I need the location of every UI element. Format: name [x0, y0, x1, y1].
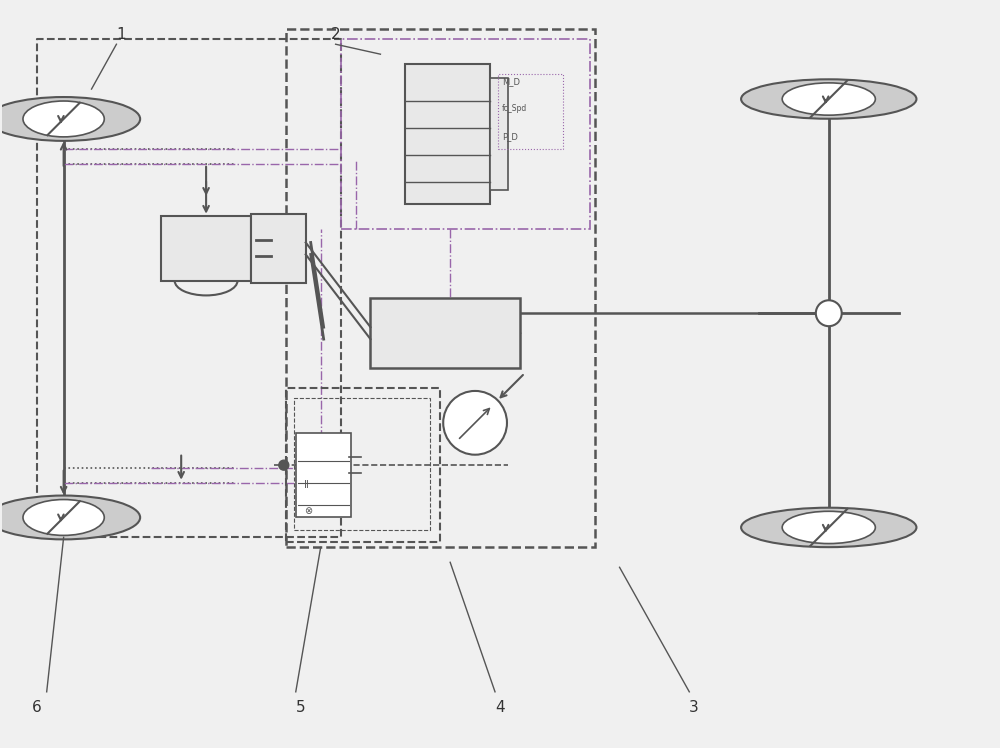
- Text: fc_Spd: fc_Spd: [502, 104, 527, 113]
- Ellipse shape: [23, 101, 104, 137]
- Text: ⊗: ⊗: [304, 506, 312, 516]
- Text: 2: 2: [331, 27, 340, 42]
- Circle shape: [816, 300, 842, 326]
- Bar: [498, 74, 563, 149]
- Ellipse shape: [782, 83, 875, 115]
- Circle shape: [279, 460, 289, 470]
- Ellipse shape: [782, 512, 875, 544]
- Ellipse shape: [23, 500, 104, 536]
- Text: M_D: M_D: [502, 77, 520, 86]
- Bar: [341, 39, 590, 229]
- Text: 3: 3: [689, 699, 699, 715]
- Ellipse shape: [0, 97, 140, 141]
- Text: 5: 5: [296, 699, 305, 715]
- Bar: [161, 216, 251, 280]
- Circle shape: [443, 391, 507, 455]
- Text: Ⅱ: Ⅱ: [304, 479, 309, 490]
- Ellipse shape: [741, 508, 916, 547]
- Bar: [286, 388, 440, 542]
- Bar: [286, 29, 595, 548]
- Bar: [296, 433, 351, 518]
- Text: 1: 1: [116, 27, 126, 42]
- Ellipse shape: [0, 495, 140, 539]
- Bar: [294, 398, 430, 530]
- Text: P_D: P_D: [502, 132, 518, 141]
- Bar: [370, 298, 520, 368]
- Ellipse shape: [741, 79, 916, 119]
- Bar: [405, 64, 490, 203]
- Text: 4: 4: [495, 699, 505, 715]
- Bar: [251, 214, 306, 283]
- Text: 6: 6: [32, 699, 41, 715]
- Bar: [490, 78, 508, 190]
